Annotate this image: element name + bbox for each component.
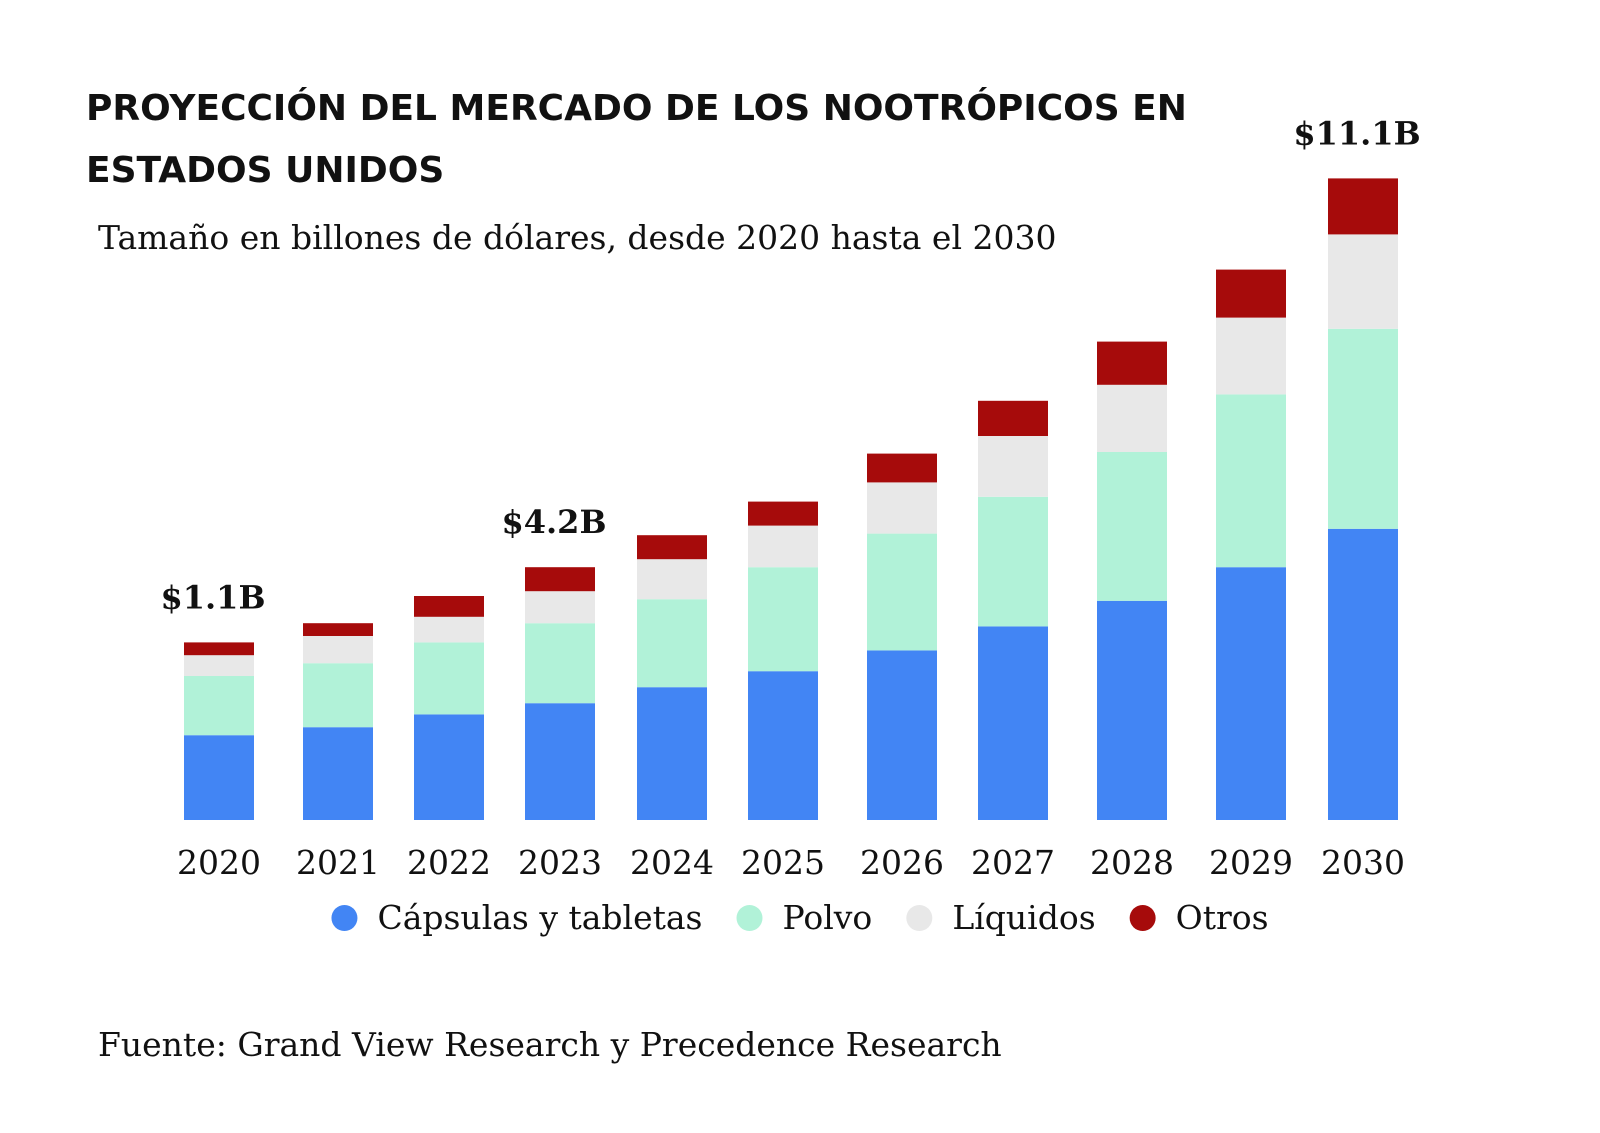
x-tick-2023: 2023 bbox=[518, 843, 602, 882]
bar-2023-polvo bbox=[525, 623, 595, 704]
bar-2025-polvo bbox=[748, 567, 818, 672]
x-tick-2028: 2028 bbox=[1090, 843, 1174, 882]
bar-2030-capsulas-y-tabletas bbox=[1328, 528, 1398, 820]
legend-item-liquidos: Líquidos bbox=[906, 898, 1096, 937]
bar-2026-polvo bbox=[867, 533, 937, 651]
bar-2021-capsulas-y-tabletas bbox=[303, 727, 373, 820]
legend-label-polvo: Polvo bbox=[783, 898, 873, 937]
bar-2029-otros bbox=[1216, 269, 1286, 318]
x-axis-ticks: 2020 2021 2022 2023 2024 2025 2026 2027 2028 2029… bbox=[177, 843, 1405, 882]
chart-title: PROYECCIÓN DEL MERCADO DE LOS NOOTRÓPICO… bbox=[86, 88, 1187, 191]
legend-label-liquidos: Líquidos bbox=[952, 898, 1095, 937]
bar-2029-polvo bbox=[1216, 394, 1286, 568]
bar-2020-capsulas-y-tabletas bbox=[184, 735, 254, 820]
bar-2022-capsulas-y-tabletas bbox=[414, 714, 484, 820]
bar-2025-liquidos bbox=[748, 525, 818, 568]
bar-2022-otros bbox=[414, 596, 484, 617]
legend-item-polvo: Polvo bbox=[736, 898, 873, 937]
bar-2024-otros bbox=[637, 535, 707, 560]
bar-2024-capsulas-y-tabletas bbox=[637, 687, 707, 820]
source-note: Fuente: Grand View Research y Precedence… bbox=[98, 1025, 1002, 1064]
bar-2025-otros bbox=[748, 501, 818, 526]
x-tick-2030: 2030 bbox=[1321, 843, 1405, 882]
bar-2028-liquidos bbox=[1097, 384, 1167, 452]
bar-2024-polvo bbox=[637, 599, 707, 688]
bar-2022-polvo bbox=[414, 642, 484, 715]
bar-2026-capsulas-y-tabletas bbox=[867, 650, 937, 820]
bar-2022-liquidos bbox=[414, 616, 484, 643]
legend-swatch-polvo bbox=[736, 905, 763, 931]
x-tick-2029: 2029 bbox=[1209, 843, 1293, 882]
bar-2028-polvo bbox=[1097, 452, 1167, 601]
bar-2027-otros bbox=[978, 400, 1048, 436]
bar-2021-liquidos bbox=[303, 636, 373, 664]
x-tick-2021: 2021 bbox=[296, 843, 380, 882]
chart-subtitle: Tamaño en billones de dólares, desde 202… bbox=[98, 218, 1057, 257]
bar-2028-otros bbox=[1097, 341, 1167, 385]
data-label-2023: $4.2B bbox=[502, 503, 607, 541]
bar-2020-otros bbox=[184, 642, 254, 656]
legend-swatch-capsulas-y-tabletas bbox=[331, 905, 358, 931]
data-labels: $1.1B $4.2B $11.1B bbox=[161, 114, 1421, 616]
bar-2023-otros bbox=[525, 567, 595, 592]
legend-item-otros: Otros bbox=[1129, 898, 1269, 937]
legend-swatch-liquidos bbox=[906, 905, 933, 931]
bar-2030-liquidos bbox=[1328, 234, 1398, 329]
bar-2021-otros bbox=[303, 623, 373, 636]
bar-2029-capsulas-y-tabletas bbox=[1216, 567, 1286, 820]
bar-2024-liquidos bbox=[637, 559, 707, 600]
bar-2026-liquidos bbox=[867, 482, 937, 534]
bar-2027-capsulas-y-tabletas bbox=[978, 626, 1048, 820]
bar-2023-liquidos bbox=[525, 591, 595, 624]
bar-2029-liquidos bbox=[1216, 317, 1286, 395]
x-tick-2027: 2027 bbox=[971, 843, 1055, 882]
bar-2020-liquidos bbox=[184, 655, 254, 676]
legend: Cápsulas y tabletas Polvo Líquidos Otros bbox=[331, 898, 1269, 937]
legend-item-capsulas-y-tabletas: Cápsulas y tabletas bbox=[331, 898, 703, 937]
x-tick-2025: 2025 bbox=[741, 843, 825, 882]
data-label-2030: $11.1B bbox=[1293, 114, 1420, 152]
bar-2021-polvo bbox=[303, 663, 373, 728]
bar-2030-polvo bbox=[1328, 328, 1398, 529]
bar-2025-capsulas-y-tabletas bbox=[748, 671, 818, 820]
bar-2023-capsulas-y-tabletas bbox=[525, 703, 595, 820]
x-tick-2024: 2024 bbox=[630, 843, 714, 882]
x-tick-2020: 2020 bbox=[177, 843, 261, 882]
bar-2028-capsulas-y-tabletas bbox=[1097, 600, 1167, 820]
bars-group bbox=[184, 178, 1398, 820]
x-tick-2026: 2026 bbox=[860, 843, 944, 882]
x-tick-2022: 2022 bbox=[407, 843, 491, 882]
legend-label-capsulas-y-tabletas: Cápsulas y tabletas bbox=[377, 898, 702, 937]
bar-2030-otros bbox=[1328, 178, 1398, 235]
legend-label-otros: Otros bbox=[1176, 898, 1269, 937]
legend-swatch-otros bbox=[1129, 905, 1156, 931]
data-label-2020: $1.1B bbox=[161, 578, 266, 616]
bar-2027-liquidos bbox=[978, 436, 1048, 497]
bar-2026-otros bbox=[867, 453, 937, 483]
bar-2020-polvo bbox=[184, 676, 254, 736]
bar-2027-polvo bbox=[978, 496, 1048, 627]
